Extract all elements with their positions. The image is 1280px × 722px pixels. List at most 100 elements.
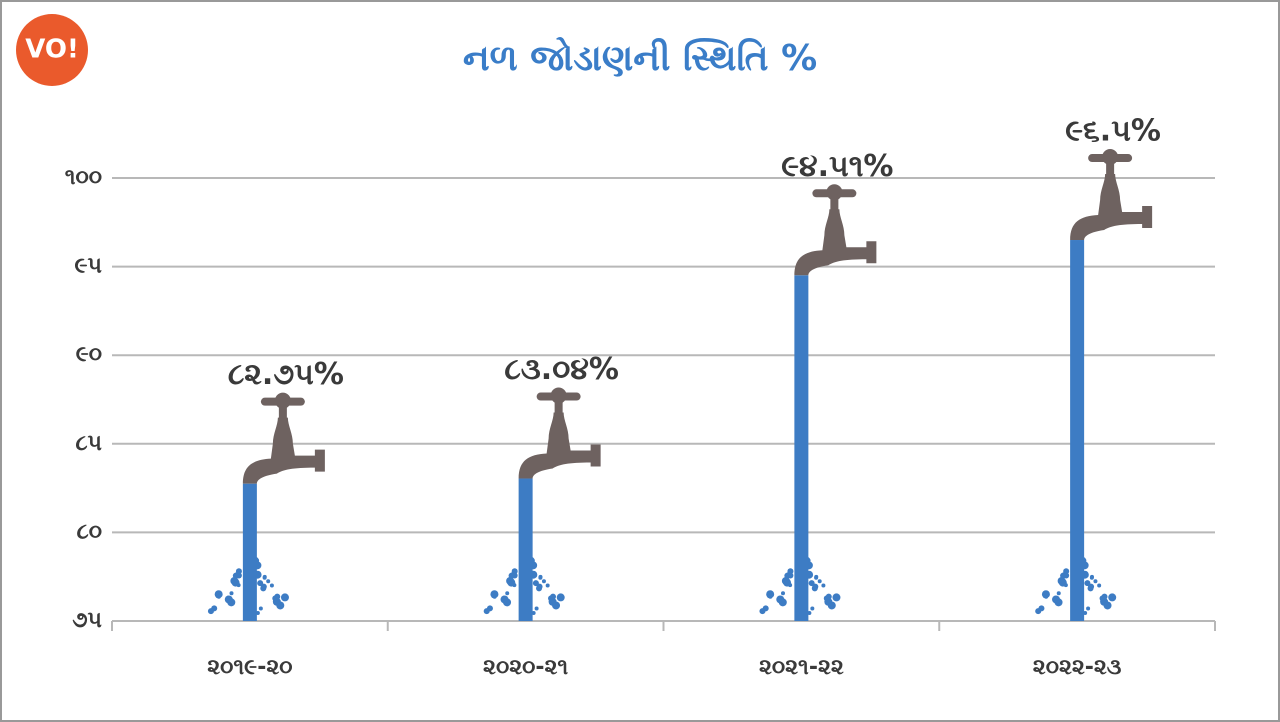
splash-drop	[260, 585, 267, 592]
splash-drop	[767, 594, 772, 599]
splash-drop	[808, 580, 815, 587]
splash-drop	[276, 601, 285, 610]
x-tick-label: ૨૦૨૦-૨૧	[483, 655, 568, 680]
faucet	[794, 184, 877, 276]
splash-drop	[811, 585, 818, 592]
splash-drop	[832, 593, 841, 602]
splash-drop	[552, 601, 561, 610]
y-tick-label: ૯૦	[76, 342, 102, 367]
splash-drop	[1089, 575, 1094, 580]
splash-drop	[1103, 601, 1112, 610]
splash-drop	[483, 608, 490, 615]
y-tick-label: ૮૫	[75, 431, 102, 456]
splash-drop	[1108, 593, 1117, 602]
splash-drop	[1093, 579, 1098, 584]
logo: VO!	[16, 14, 88, 86]
splash-drop	[814, 575, 819, 580]
faucet-body	[1070, 174, 1153, 241]
faucet-stem	[278, 403, 287, 420]
faucet-knob	[274, 392, 291, 409]
splash-drop	[500, 595, 509, 604]
value-label: ૮૨.૭૫%	[228, 357, 344, 392]
splash-drop	[1052, 595, 1061, 604]
logo-text: VO!	[25, 35, 79, 65]
splash-drop	[231, 578, 240, 587]
splash-drop	[280, 593, 289, 602]
splash-drop	[784, 572, 791, 579]
faucet-knob	[550, 387, 567, 404]
faucet-body	[242, 417, 325, 484]
value-label: ૯૪.૫૧%	[781, 149, 893, 184]
splash-drop	[269, 583, 274, 588]
splash-drop	[532, 580, 539, 587]
splash-drop	[232, 572, 239, 579]
splash-drop	[507, 578, 516, 587]
splash-drop	[1097, 583, 1102, 588]
bar	[242, 483, 257, 621]
splash-drop	[508, 572, 515, 579]
splash-drop	[505, 591, 510, 596]
value-label: ૯૬.૫%	[1065, 114, 1161, 149]
splash-drop	[776, 595, 785, 604]
splash-drop	[1042, 594, 1047, 599]
y-tick-label: ૭૫	[72, 608, 102, 633]
splash-drop	[1087, 585, 1094, 592]
splash-drop	[262, 575, 267, 580]
splash-drop	[1035, 608, 1042, 615]
splash-drop	[1056, 591, 1061, 596]
splash-drop	[827, 601, 836, 610]
x-tick-label: ૨૦૧૯-૨૦	[207, 655, 292, 680]
splash-drop	[536, 585, 543, 592]
splash-drop	[224, 595, 233, 604]
splash-drop	[1101, 593, 1108, 600]
x-tick-label: ૨૦૨૨-૨૩	[1033, 655, 1122, 680]
splash-drop	[783, 578, 792, 587]
logo-badge	[16, 14, 88, 86]
chart-title: નળ જોડાણની સ્થિતિ %	[463, 36, 817, 79]
faucet-body	[518, 412, 601, 479]
faucet-stem	[1106, 160, 1115, 177]
bar	[518, 478, 533, 621]
faucet-body	[794, 209, 877, 276]
splash	[759, 551, 841, 615]
y-tick-label: ૯૫	[75, 254, 102, 279]
faucet-stem	[554, 398, 563, 415]
splash-drop	[1060, 572, 1067, 579]
splash-drop	[550, 593, 557, 600]
splash-drop	[257, 580, 264, 587]
splash-drop	[274, 593, 281, 600]
faucet	[518, 387, 601, 479]
splash-drop	[534, 606, 539, 611]
splash-drop	[538, 575, 543, 580]
splash-drop	[821, 583, 826, 588]
splash-drop	[759, 608, 766, 615]
splash-drop	[545, 583, 550, 588]
splash-drop	[229, 591, 234, 596]
splash-drop	[491, 594, 496, 599]
splash-drop	[817, 579, 822, 584]
bar	[1070, 240, 1085, 621]
splash-drop	[541, 579, 546, 584]
faucet-stem	[830, 195, 839, 212]
splash-drop	[207, 608, 214, 615]
faucet	[242, 392, 325, 484]
bar	[794, 275, 809, 621]
splash-drop	[215, 594, 220, 599]
splash-drop	[1058, 578, 1067, 587]
splash-drop	[266, 579, 271, 584]
y-tick-label: ૮૦	[77, 519, 102, 544]
splash-drop	[780, 591, 785, 596]
faucet-knob	[1102, 149, 1119, 166]
splash-drop	[1086, 606, 1091, 611]
splash-drop	[258, 606, 263, 611]
splash-drop	[825, 593, 832, 600]
value-label: ૮૩.૦૪%	[504, 352, 619, 387]
y-tick-label: ૧૦૦	[65, 165, 102, 190]
x-tick-label: ૨૦૨૧-૨૨	[759, 655, 844, 680]
splash-drop	[556, 593, 565, 602]
faucet-knob	[826, 184, 843, 201]
splash-drop	[810, 606, 815, 611]
faucet	[1070, 149, 1153, 241]
